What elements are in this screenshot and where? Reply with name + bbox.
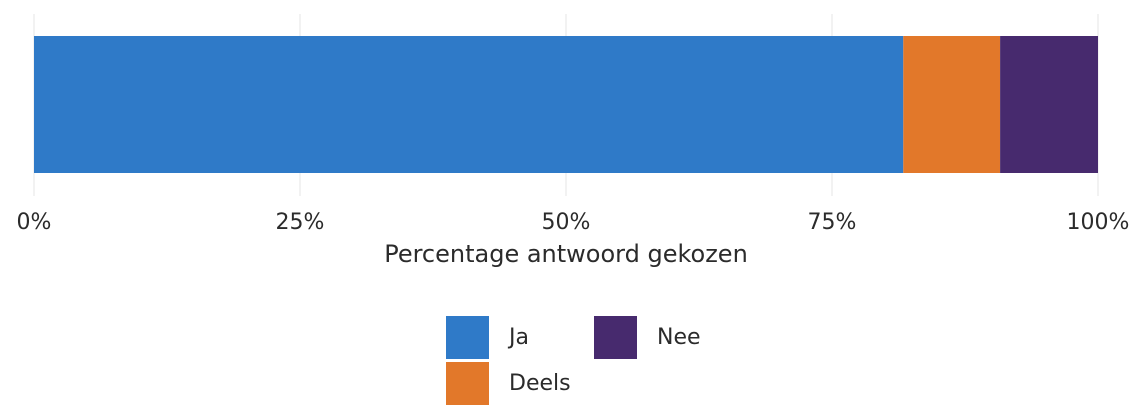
bar-segment-deels [903, 36, 1001, 173]
legend-swatch-ja [446, 316, 489, 359]
bar-segment-ja [34, 36, 904, 173]
x-tick-label-3: 75% [808, 210, 857, 235]
bar-segment-nee [1000, 36, 1098, 173]
legend-swatch-nee [594, 316, 637, 359]
x-tick-label-4: 100% [1067, 210, 1130, 235]
legend-item-nee: Nee [594, 316, 701, 359]
legend-label-nee: Nee [657, 325, 701, 350]
bar-segments [34, 36, 1098, 173]
x-tick-label-1: 25% [276, 210, 325, 235]
x-tick-label-0: 0% [17, 210, 52, 235]
x-axis-ticks: 0% 25% 50% 75% 100% [17, 210, 1130, 235]
x-tick-label-2: 50% [542, 210, 591, 235]
x-axis-title: Percentage antwoord gekozen [384, 240, 748, 268]
legend-item-ja: Ja [446, 316, 529, 359]
legend-label-ja: Ja [509, 325, 529, 350]
legend-swatch-deels [446, 362, 489, 405]
stacked-bar-chart: 0% 25% 50% 75% 100% Percentage antwoord geko… [17, 14, 1130, 268]
legend: Ja Nee Deels [446, 316, 746, 405]
legend-label-deels: Deels [509, 371, 571, 396]
legend-item-deels: Deels [446, 362, 571, 405]
